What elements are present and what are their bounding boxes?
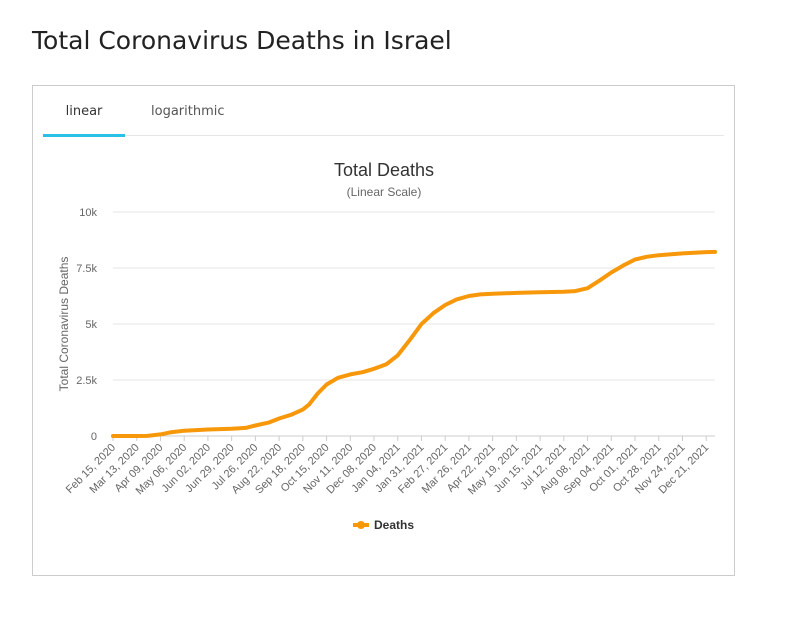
legend[interactable]: Deaths bbox=[353, 518, 414, 532]
page-title: Total Coronavirus Deaths in Israel bbox=[32, 26, 452, 55]
chart-svg: Total Deaths (Linear Scale) Total Corona… bbox=[57, 160, 717, 497]
active-tab-indicator bbox=[43, 134, 125, 137]
tab-logarithmic[interactable]: logarithmic bbox=[151, 104, 225, 119]
y-tick-label: 2.5k bbox=[76, 375, 97, 387]
y-axis-title: Total Coronavirus Deaths bbox=[57, 257, 71, 392]
y-tick-label: 5k bbox=[85, 319, 97, 331]
tab-linear[interactable]: linear bbox=[65, 104, 103, 119]
legend-label: Deaths bbox=[374, 518, 415, 532]
legend-swatch bbox=[353, 520, 369, 529]
y-tick-label: 0 bbox=[91, 431, 97, 443]
series-line-deaths bbox=[111, 249, 717, 438]
scale-tabs: linear logarithmic bbox=[43, 86, 724, 137]
chart-subtitle: (Linear Scale) bbox=[347, 185, 422, 199]
y-tick-label: 10k bbox=[79, 207, 97, 219]
y-tick-label: 7.5k bbox=[76, 263, 97, 275]
chart-title: Total Deaths bbox=[334, 160, 434, 180]
chart-panel: linear logarithmic Total Deaths (Linear … bbox=[32, 85, 735, 576]
